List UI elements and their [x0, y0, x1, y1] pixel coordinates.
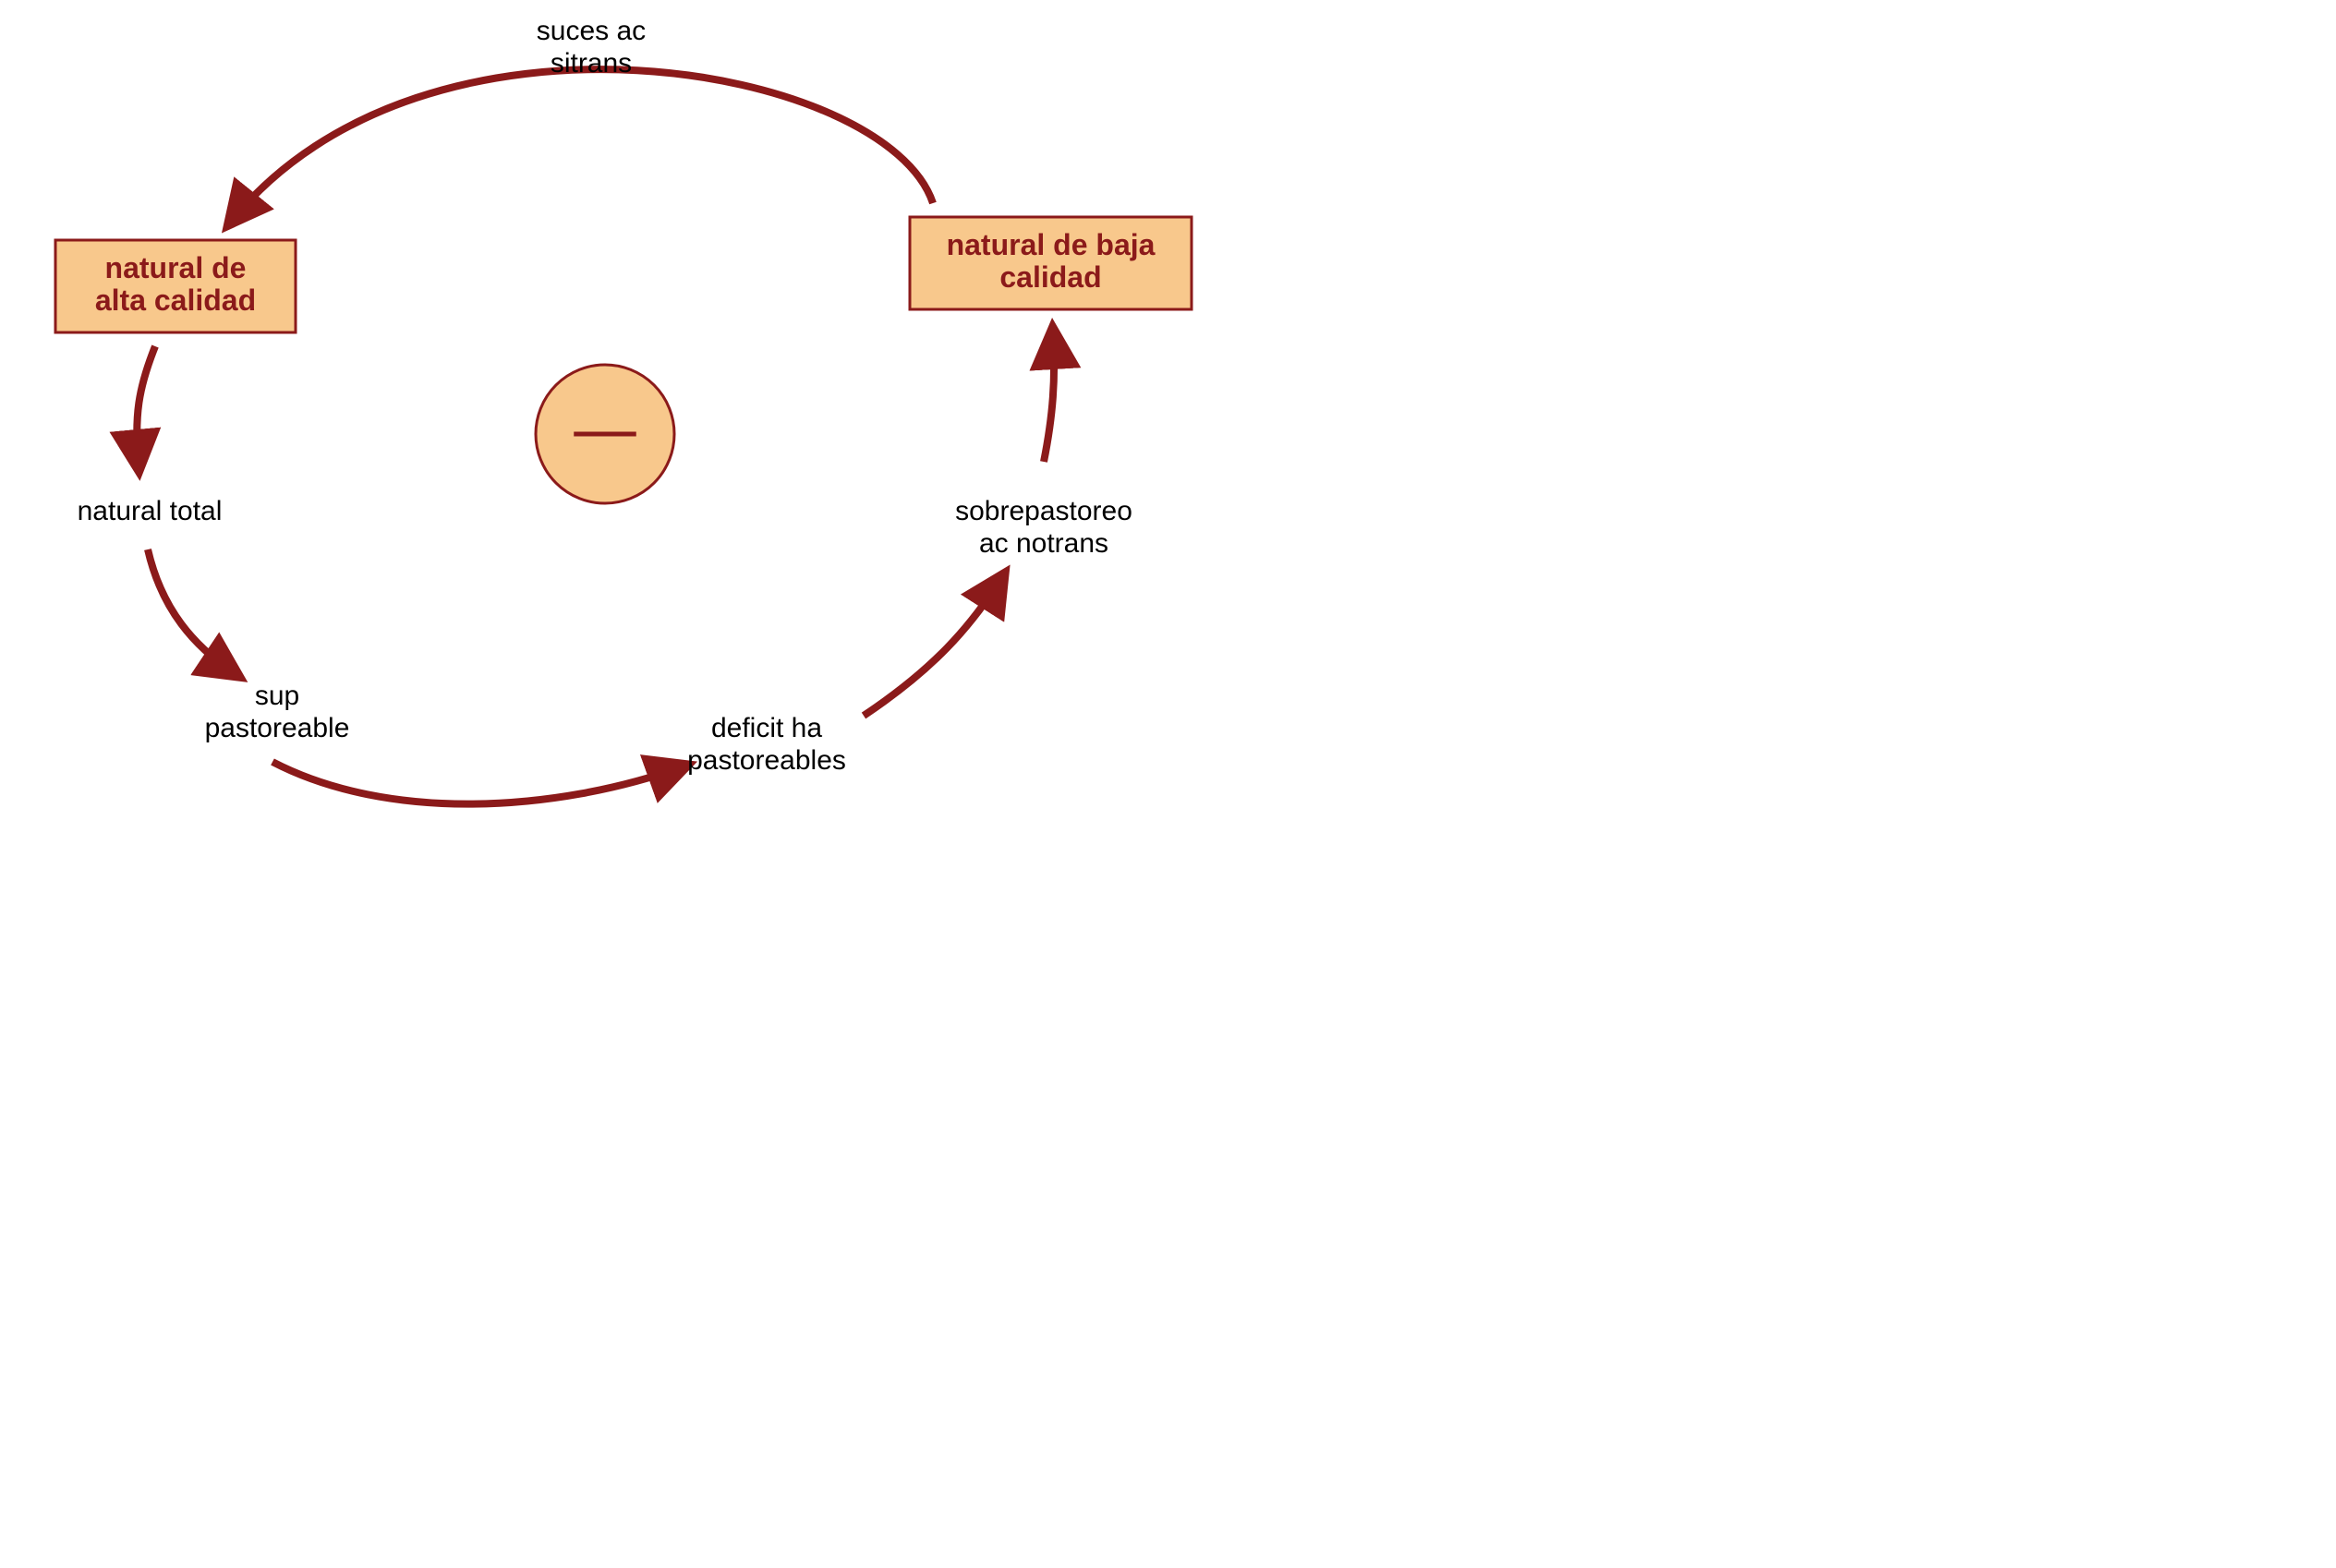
edge-label-suces: sitrans	[551, 48, 632, 78]
arc-arc-total-sup	[148, 549, 236, 674]
edge-label-sobre: sobrepastoreo	[955, 496, 1132, 526]
edge-label-sobre: ac notrans	[979, 528, 1108, 559]
edge-label-suces: suces ac	[537, 16, 646, 46]
node-alta-label: natural de	[105, 251, 247, 284]
node-alta: natural dealta calidad	[55, 240, 296, 332]
arc-arc-alta-total	[137, 346, 155, 466]
edge-label-deficit: pastoreables	[687, 745, 846, 776]
node-baja: natural de bajacalidad	[910, 217, 1192, 309]
edge-label-total: natural total	[78, 496, 223, 526]
arc-arc-top	[231, 69, 933, 222]
arc-arc-sobre-baja	[1044, 332, 1054, 462]
node-baja-label: calidad	[999, 260, 1101, 294]
nodes-layer: natural dealta calidad natural de bajacal…	[55, 217, 1192, 332]
node-alta-label: alta calidad	[95, 283, 256, 317]
node-baja-label: natural de baja	[947, 228, 1156, 261]
edge-label-sup: pastoreable	[205, 713, 350, 743]
causal-loop-diagram: natural dealta calidad natural de bajacal…	[0, 0, 1238, 831]
center-symbol	[536, 365, 674, 503]
edge-label-sup: sup	[255, 681, 299, 711]
edge-label-deficit: deficit ha	[711, 713, 822, 743]
arc-arc-def-sobre	[864, 577, 1002, 716]
arc-arc-sup-def	[272, 762, 684, 804]
